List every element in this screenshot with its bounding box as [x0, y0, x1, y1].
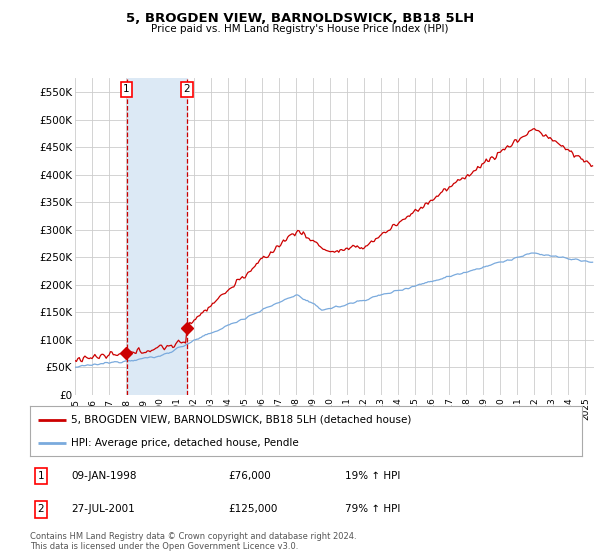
- Text: 5, BROGDEN VIEW, BARNOLDSWICK, BB18 5LH: 5, BROGDEN VIEW, BARNOLDSWICK, BB18 5LH: [126, 12, 474, 25]
- Text: 2: 2: [184, 85, 190, 95]
- Text: 1: 1: [38, 471, 44, 481]
- Text: £76,000: £76,000: [229, 471, 271, 481]
- Text: 2: 2: [38, 505, 44, 515]
- Text: 19% ↑ HPI: 19% ↑ HPI: [344, 471, 400, 481]
- Text: 27-JUL-2001: 27-JUL-2001: [71, 505, 135, 515]
- Text: Price paid vs. HM Land Registry's House Price Index (HPI): Price paid vs. HM Land Registry's House …: [151, 24, 449, 34]
- Text: 5, BROGDEN VIEW, BARNOLDSWICK, BB18 5LH (detached house): 5, BROGDEN VIEW, BARNOLDSWICK, BB18 5LH …: [71, 414, 412, 424]
- Bar: [127, 78, 187, 395]
- Text: 09-JAN-1998: 09-JAN-1998: [71, 471, 137, 481]
- Text: 79% ↑ HPI: 79% ↑ HPI: [344, 505, 400, 515]
- Text: Contains HM Land Registry data © Crown copyright and database right 2024.
This d: Contains HM Land Registry data © Crown c…: [30, 532, 356, 552]
- Text: HPI: Average price, detached house, Pendle: HPI: Average price, detached house, Pend…: [71, 438, 299, 448]
- Text: £125,000: £125,000: [229, 505, 278, 515]
- Text: 1: 1: [123, 85, 130, 95]
